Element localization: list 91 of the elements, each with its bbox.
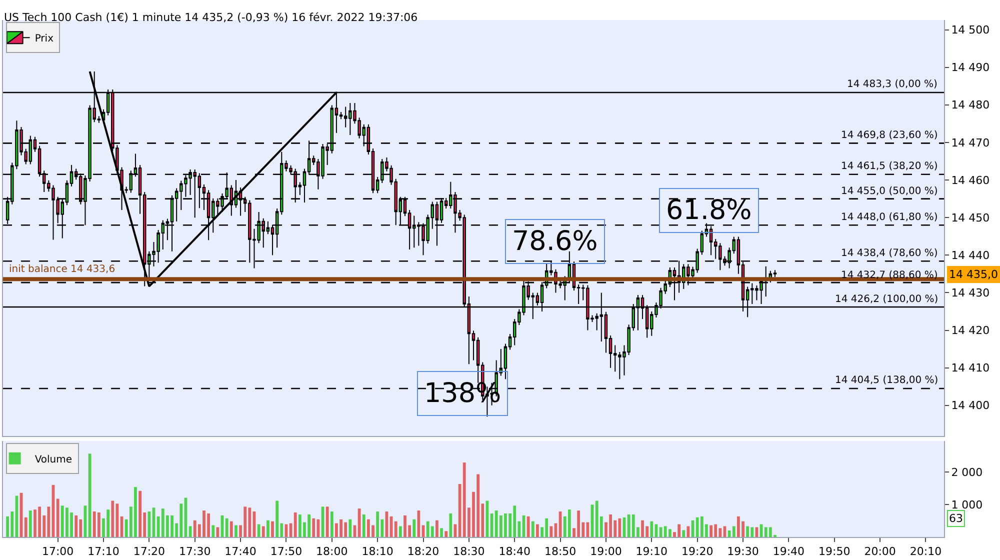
legend-label: Volume <box>34 454 72 466</box>
x-tick-label: 18:10 <box>362 545 394 558</box>
y-tick-label: 1 000 <box>951 498 983 512</box>
y-tick-label: 14 430 <box>951 286 990 300</box>
bar <box>257 524 260 537</box>
text: 63 <box>949 512 963 525</box>
ref-line-label: 14 404,5 (138,00 %) <box>835 375 938 386</box>
bar <box>682 530 686 537</box>
ref-line-label: 14 461,5 (38,20 %) <box>841 161 938 172</box>
x-tick-label: 20:10 <box>910 545 942 558</box>
x-tick-label: 19:20 <box>681 545 714 558</box>
x-tick-label: 18:50 <box>544 545 576 558</box>
bar <box>230 521 233 537</box>
x-tick-label: 19:40 <box>772 545 805 558</box>
bar <box>440 528 443 537</box>
bar <box>326 506 329 537</box>
bar <box>376 511 380 537</box>
chart-title: US Tech 100 Cash (1€) 1 minute 14 435,2 (-0,93 %) 16 févr. 2022 19:37:06 <box>4 10 418 24</box>
bar <box>97 512 100 537</box>
bar <box>266 520 270 537</box>
x-tick-label: 18:30 <box>453 545 485 558</box>
bar <box>294 512 297 537</box>
y-tick-label: 14 410 <box>951 362 990 375</box>
ref-line-label: 14 483,3 (0,00 %) <box>847 79 938 90</box>
bar <box>550 526 553 537</box>
bar <box>668 529 672 537</box>
bar <box>225 518 228 537</box>
bar <box>398 526 402 537</box>
y-tick-label: 14 450 <box>951 211 990 224</box>
bar <box>526 516 530 537</box>
bar <box>24 517 28 537</box>
bar <box>312 518 316 537</box>
bar <box>417 510 420 537</box>
x-tick-label: 17:30 <box>179 545 211 558</box>
bar <box>536 524 539 537</box>
x-tick-label: 18:40 <box>498 545 530 558</box>
y-tick-label: 14 460 <box>951 174 990 187</box>
y-tick-label: 14 470 <box>951 136 990 150</box>
x-tick-label: 17:50 <box>270 545 302 558</box>
text: 14 435,0 <box>949 268 998 281</box>
bar <box>330 511 334 537</box>
bar <box>732 526 736 537</box>
annotation: 61.8% <box>666 195 752 226</box>
bar <box>111 500 114 537</box>
bar <box>234 525 238 537</box>
ref-line-label: 14 455,0 (50,00 %) <box>841 186 938 197</box>
bar <box>276 500 279 537</box>
bar <box>358 508 361 537</box>
x-tick-label: 17:40 <box>224 545 256 558</box>
y-tick-label: 14 500 <box>951 24 990 37</box>
bar <box>412 519 416 537</box>
bar <box>444 531 448 537</box>
x-tick-label: 18:00 <box>316 545 348 558</box>
bar <box>650 521 654 537</box>
y-tick-label: 14 480 <box>951 98 990 112</box>
x-tick-label: 17:00 <box>42 545 74 558</box>
bar <box>348 519 352 537</box>
legend-label: Prix <box>34 33 54 44</box>
bar <box>568 510 571 537</box>
x-tick-label: 17:20 <box>133 545 166 558</box>
bar <box>56 498 60 537</box>
bar <box>262 526 265 537</box>
y-tick-label: 14 400 <box>951 399 990 412</box>
ref-line-label: 14 469,8 (23,60 %) <box>841 130 938 141</box>
y-tick-label: 2 000 <box>951 466 983 480</box>
bar <box>394 521 398 537</box>
bar <box>531 521 534 537</box>
y-tick-label: 14 490 <box>951 61 990 74</box>
y-tick-label: 14 440 <box>951 248 990 262</box>
bar <box>74 515 78 537</box>
x-tick-label: 17:10 <box>88 545 120 558</box>
x-tick-label: 19:10 <box>636 545 668 558</box>
ref-line-label: 14 426,2 (100,00 %) <box>835 294 938 305</box>
bar <box>436 520 438 537</box>
bar <box>28 510 32 537</box>
x-tick-label: 18:20 <box>407 545 440 558</box>
bar <box>271 521 274 537</box>
y-tick-label: 14 420 <box>951 324 990 338</box>
x-tick-label: 19:50 <box>818 545 850 558</box>
ref-line-label: init balance 14 433,6 <box>9 264 116 275</box>
bar <box>746 526 750 537</box>
x-tick-label: 19:30 <box>727 545 759 558</box>
bar <box>212 525 215 537</box>
bar <box>449 513 452 537</box>
ref-line-label: 14 438,4 (78,60 %) <box>841 248 938 259</box>
annotation: 78.6% <box>512 226 598 257</box>
x-tick-label: 20:00 <box>864 545 896 558</box>
ref-line-label: 14 448,0 (61,80 %) <box>841 212 938 223</box>
bar <box>148 511 151 537</box>
bar <box>362 514 366 537</box>
x-tick-label: 19:00 <box>590 545 622 558</box>
